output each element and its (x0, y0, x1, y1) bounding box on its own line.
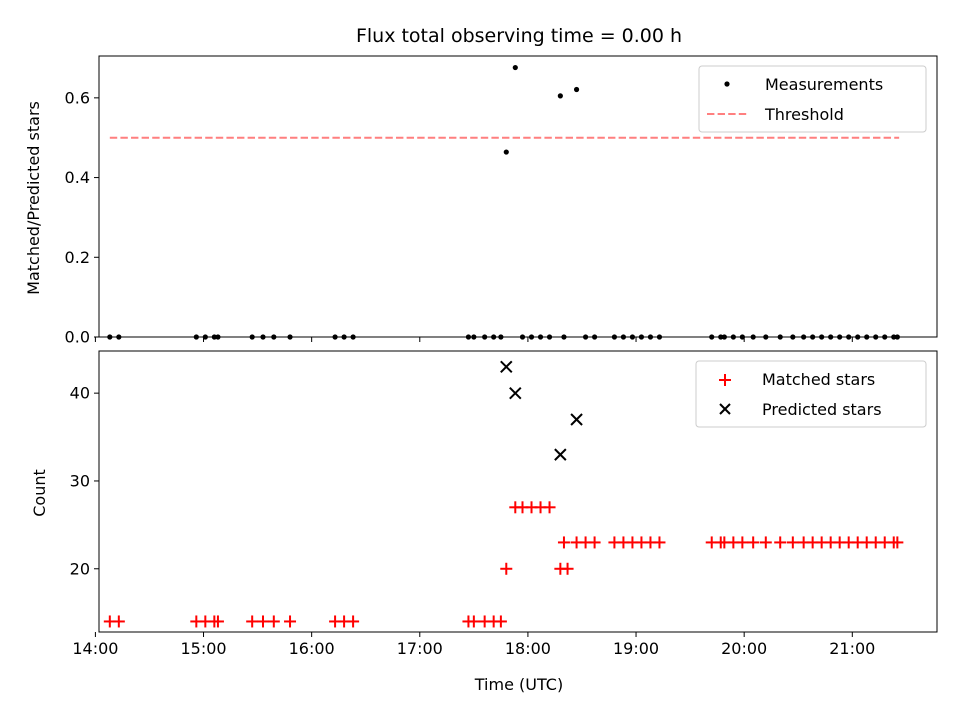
bottom-x-tick-label: 16:00 (289, 639, 335, 658)
matched-star-point (891, 536, 904, 549)
top-y-tick-label: 0.2 (65, 248, 90, 267)
bottom-x-tick-label: 20:00 (721, 639, 767, 658)
legend-measurements-marker (724, 81, 730, 87)
predicted-star-point (500, 360, 513, 374)
matched-star-point (347, 615, 360, 628)
top-y-axis-label: Matched/Predicted stars (24, 101, 43, 295)
matched-star-point (747, 536, 760, 549)
top-legend: Measurements Threshold (698, 65, 927, 133)
bottom-y-tick-label: 20 (70, 559, 90, 578)
top-legend-box (698, 65, 927, 133)
matched-star-point (588, 536, 601, 549)
predicted-star-stroke (570, 413, 583, 426)
matched-star-point (561, 562, 574, 575)
bottom-x-tick-label: 15:00 (180, 639, 226, 658)
bottom-x-tick-label: 21:00 (829, 639, 875, 658)
matched-star-point (774, 536, 787, 549)
measurement-point (573, 86, 580, 93)
legend-threshold-label: Threshold (764, 105, 844, 124)
legend-predicted-label: Predicted stars (762, 400, 882, 419)
matched-star-point (543, 501, 556, 514)
x-axis-label: Time (UTC) (474, 675, 563, 694)
predicted-star-point (570, 413, 583, 426)
top-axes-frame (98, 55, 938, 338)
top-y-tick-label: 0.6 (65, 88, 90, 107)
bottom-y-axis-label: Count (30, 469, 49, 517)
bottom-x-tick-label: 14:00 (72, 639, 118, 658)
bottom-legend-box (695, 360, 927, 428)
predicted-star-point (554, 448, 567, 461)
matched-star-point (246, 615, 259, 628)
matched-star-point (494, 615, 507, 628)
matched-star-point (653, 536, 666, 549)
predicted-star-point (509, 386, 522, 400)
measurement-point (503, 149, 509, 155)
matched-star-point (267, 615, 280, 628)
bottom-x-tick-label: 17:00 (397, 639, 443, 658)
matched-star-point (759, 536, 772, 549)
chart-title: Flux total observing time = 0.00 h (356, 25, 682, 47)
predicted-star-stroke (509, 386, 522, 400)
legend-predicted-marker (719, 403, 731, 415)
predicted-star-stroke (554, 448, 567, 461)
bottom-x-tick-label: 18:00 (505, 639, 551, 658)
matched-star-point (736, 536, 749, 549)
measurement-point (512, 64, 518, 71)
matched-star-point (786, 536, 799, 549)
bottom-legend: Matched stars Predicted stars (695, 360, 927, 428)
bottom-axes-frame (98, 350, 938, 633)
bottom-x-tick-label: 19:00 (613, 639, 659, 658)
legend-measurements-label: Measurements (765, 75, 883, 94)
bottom-y-tick-label: 40 (70, 384, 90, 403)
matched-star-point (500, 562, 513, 575)
matched-star-point (256, 615, 269, 628)
top-y-tick-label: 0.4 (65, 168, 90, 187)
matched-star-point (467, 615, 480, 628)
legend-matched-label: Matched stars (762, 370, 875, 389)
bottom-y-tick-label: 30 (70, 471, 90, 490)
matched-star-point (557, 536, 570, 549)
measurement-point (557, 93, 563, 99)
matched-star-point (284, 615, 297, 628)
matched-star-point (211, 615, 224, 628)
top-y-tick-label: 0.0 (65, 328, 90, 347)
legend-matched-marker (719, 374, 731, 386)
matched-star-point (112, 615, 125, 628)
predicted-star-stroke (500, 360, 513, 374)
